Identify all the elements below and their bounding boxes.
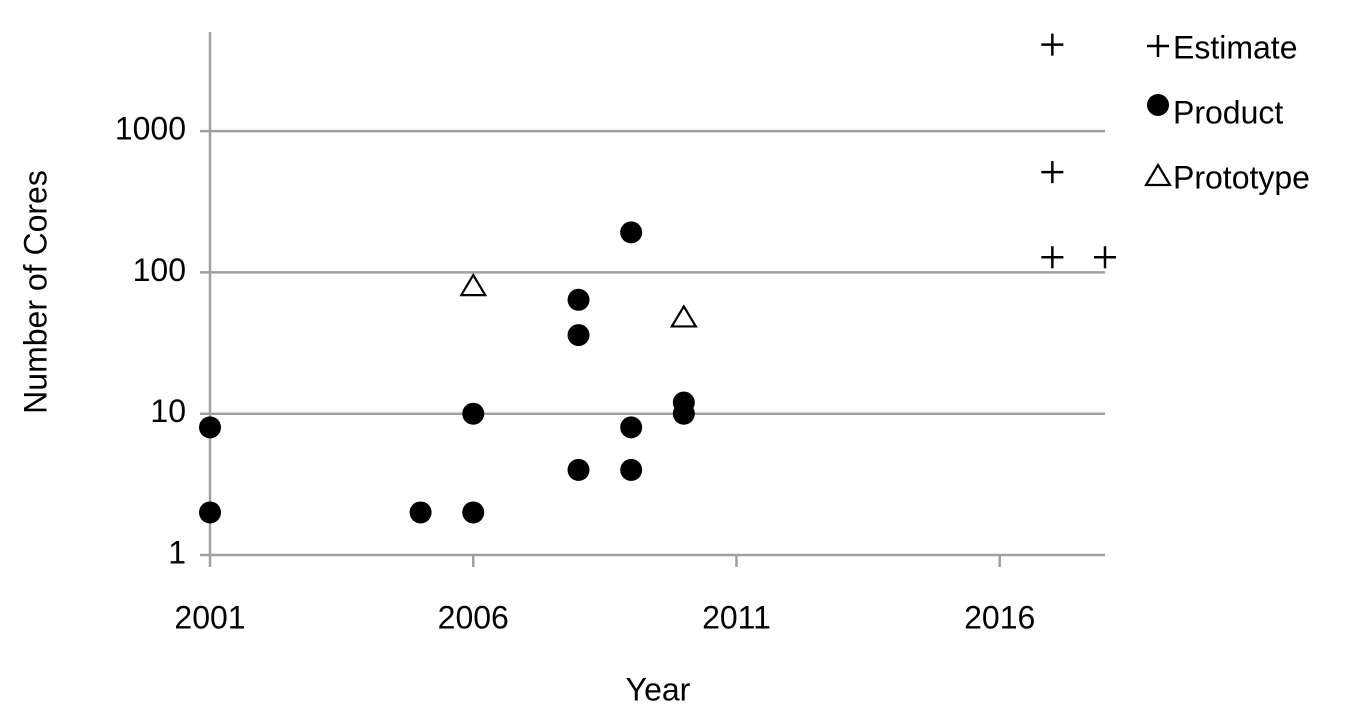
point	[672, 391, 695, 414]
legend-label: Product	[1173, 94, 1283, 130]
x-tick-label: 2016	[964, 599, 1035, 635]
y-axis-title: Number of Cores	[17, 170, 53, 414]
point	[409, 501, 432, 524]
point	[567, 288, 590, 311]
point	[1041, 33, 1064, 56]
point	[459, 272, 488, 297]
y-tick-label: 100	[133, 252, 186, 288]
point	[462, 402, 485, 425]
point	[620, 221, 643, 244]
legend-label: Prototype	[1173, 159, 1310, 195]
x-tick-label: 2011	[702, 599, 771, 635]
legend-marker	[1147, 35, 1169, 57]
legend-marker	[1147, 94, 1169, 116]
point	[199, 501, 221, 524]
point	[462, 501, 485, 524]
y-tick-label: 10	[150, 393, 186, 429]
x-tick-label: 2001	[174, 599, 245, 635]
point	[1041, 161, 1064, 184]
point	[567, 458, 590, 481]
point	[620, 416, 643, 439]
legend-label: Estimate	[1173, 29, 1297, 65]
point	[199, 416, 221, 439]
point	[669, 304, 698, 328]
point	[620, 458, 643, 481]
y-tick-label: 1000	[115, 111, 186, 147]
point	[1041, 246, 1064, 269]
point	[1094, 246, 1116, 269]
x-tick-label: 2006	[438, 599, 509, 635]
x-axis-title: Year	[626, 671, 691, 707]
y-tick-label: 1	[168, 534, 186, 570]
legend-marker	[1144, 162, 1172, 187]
point	[567, 324, 590, 347]
